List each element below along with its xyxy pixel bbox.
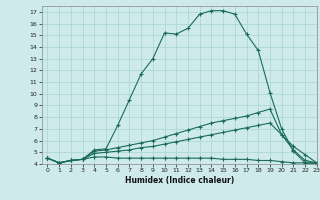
X-axis label: Humidex (Indice chaleur): Humidex (Indice chaleur) xyxy=(124,176,234,185)
